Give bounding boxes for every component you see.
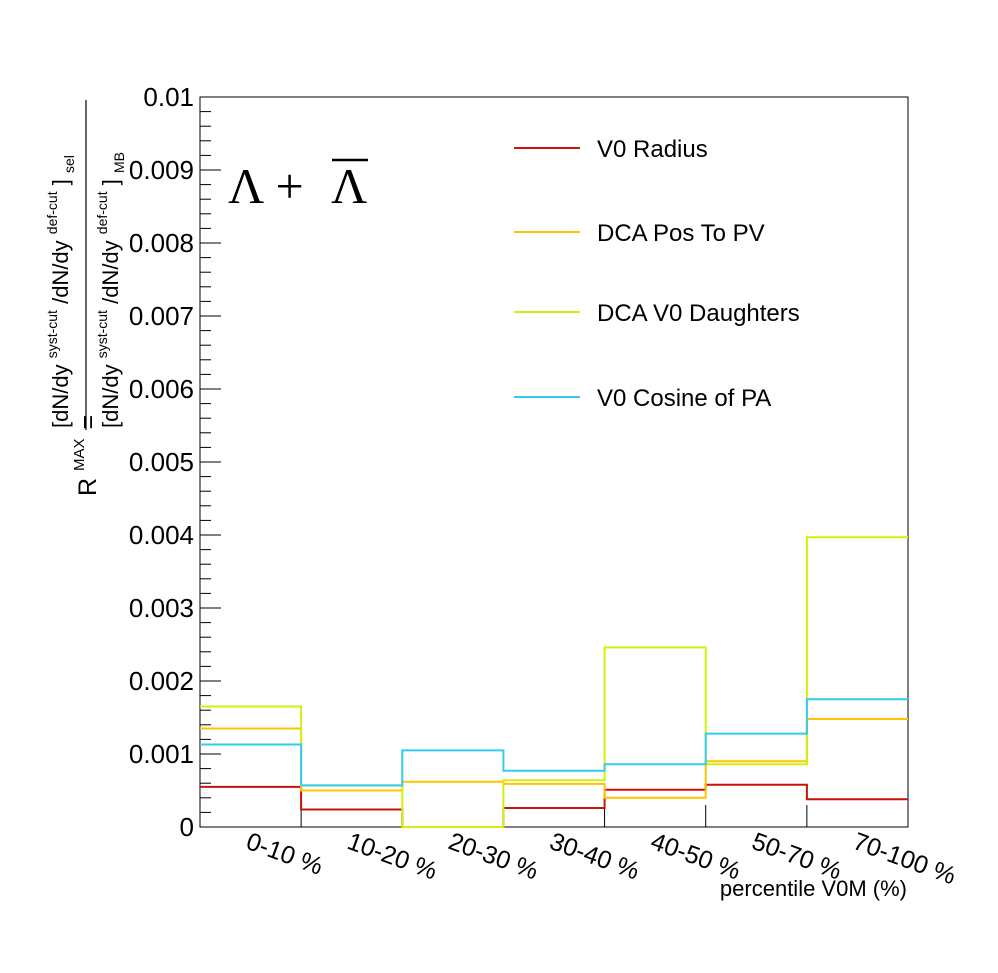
- y-title-lhs: R: [74, 478, 102, 496]
- y-tick-label: 0.005: [129, 447, 194, 477]
- series-line-2: [200, 718, 908, 799]
- y-axis-title: R MAX = [dN/dy syst-cut /dN/dy def-cut ]…: [37, 100, 127, 496]
- y-axis-ticks: [200, 96, 221, 828]
- y-title-den-l: [dN/dy: [98, 364, 123, 428]
- series-line-4: [200, 698, 908, 787]
- y-tick-label: 0.002: [129, 666, 194, 696]
- svg-text:[dN/dy syst-cut /d: [dN/dy syst-cut /dN/dy def-cut ] MB: [87, 152, 127, 428]
- x-axis-title: percentile V0M (%): [720, 876, 907, 901]
- legend-label: V0 Radius: [597, 136, 708, 163]
- particle-label: Λ +: [228, 158, 304, 214]
- svg-text:[dN/dy syst-cut /d: [dN/dy syst-cut /dN/dy def-cut ] sel: [37, 155, 77, 428]
- svg-text:R MAX =: R MAX =: [62, 415, 102, 496]
- y-tick-label: 0.008: [129, 228, 194, 258]
- particle-annotation: Λ + Λ: [228, 158, 368, 214]
- series-line-1: [200, 783, 908, 828]
- legend-label: DCA Pos To PV: [597, 220, 765, 247]
- y-title-den-sup1: syst-cut: [94, 310, 110, 358]
- y-tick-label: 0.007: [129, 301, 194, 331]
- y-title-num-sup1: syst-cut: [44, 310, 60, 358]
- y-tick-label: 0.001: [129, 739, 194, 769]
- y-tick-label: 0.006: [129, 374, 194, 404]
- y-tick-label: 0.003: [129, 593, 194, 623]
- legend-label: V0 Cosine of PA: [597, 385, 771, 412]
- y-axis-tick-labels: 0 0.001 0.002 0.003 0.004 0.005 0.006 0.007 0.00…: [129, 82, 194, 842]
- y-tick-label: 0.01: [143, 82, 194, 112]
- legend-label: DCA V0 Daughters: [597, 300, 800, 327]
- y-tick-label: 0: [180, 812, 194, 842]
- series-lines: [200, 536, 908, 828]
- y-tick-label: 0.004: [129, 520, 194, 550]
- y-title-den-mid: /dN/dy: [98, 240, 123, 304]
- y-title-den-r: ]: [98, 179, 123, 185]
- y-title-num-mid: /dN/dy: [48, 240, 73, 304]
- particle-label-bar: Λ: [331, 158, 367, 214]
- y-title-num-sup2: def-cut: [44, 191, 60, 234]
- y-title-den-sup2: def-cut: [94, 191, 110, 234]
- y-title-equals: =: [74, 415, 102, 430]
- y-title-den-sub: MB: [111, 152, 127, 173]
- y-title-num-r: ]: [48, 179, 73, 185]
- y-title-num-l: [dN/dy: [48, 364, 73, 428]
- y-tick-label: 0.009: [129, 155, 194, 185]
- y-title-num-sub: sel: [61, 155, 77, 173]
- legend: V0 Radius DCA Pos To PV DCA V0 Daughters V0…: [514, 136, 800, 412]
- y-title-lhs-sup: MAX: [71, 438, 88, 471]
